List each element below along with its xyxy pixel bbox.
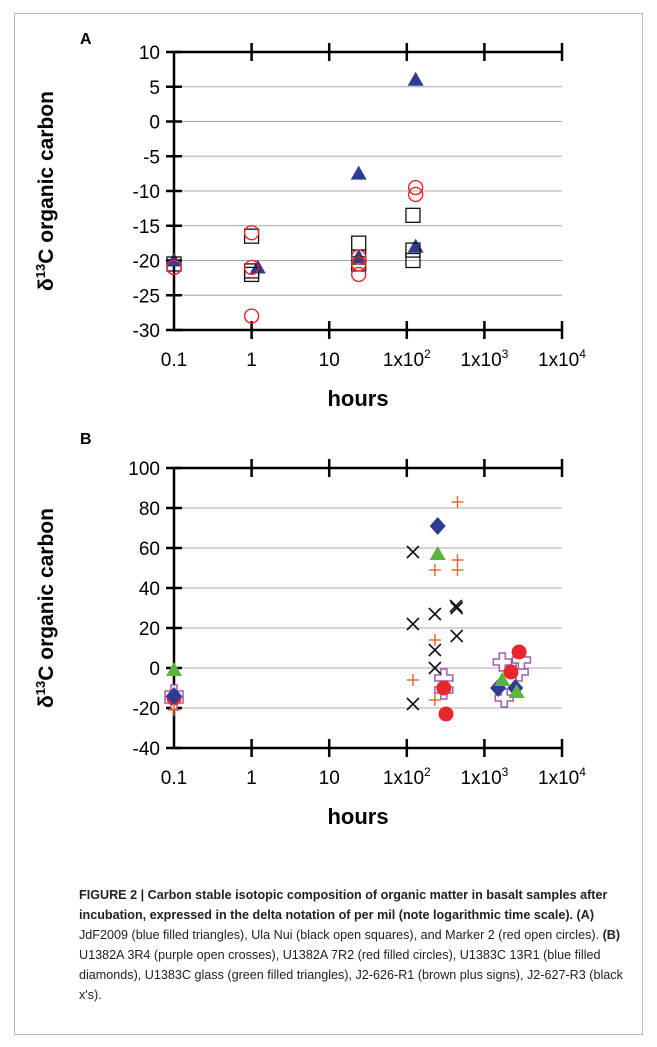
panel-a-blue-filled-triangle-point-3 <box>350 249 367 264</box>
panel-b-red-filled-circle-point-2 <box>438 706 454 722</box>
panel-b-y-tick-label-2: 60 <box>139 539 160 560</box>
chart-panel-b: 100 80 60 40 20 0 -20 -400.1 1 10 1x102 1x103 1x104 h… <box>33 459 586 829</box>
panel-a-blue-filled-triangle-point-4 <box>407 71 424 86</box>
panel-a-black-open-square-point-0 <box>166 256 182 272</box>
figure-frame: A 10 5 0 -5 -10 -15 -20 -25 -30 0.1 1 10 1x102 1x103 1… <box>14 13 643 1035</box>
panel-b-y-tick-label-0: 100 <box>128 459 160 480</box>
panel-a-x-tick-label-4: 1x103 <box>460 347 508 371</box>
panel-b-x-tick-label-3: 1x102 <box>383 765 431 789</box>
panel-b-y-tick-label-5: 0 <box>149 659 160 680</box>
panel-b-black-x-point-0 <box>406 617 420 631</box>
panel-a-red-open-circle-point-8 <box>407 186 424 203</box>
panel-a-y-axis-title: δ13C organic carbon <box>33 91 58 291</box>
panel-a-y-tick-label-1: 5 <box>149 78 160 99</box>
panel-a-black-open-square-point-1 <box>243 228 260 244</box>
panel-a-black-open-square-point-9 <box>405 252 421 269</box>
panel-a-black-open-square-point-3 <box>243 266 260 283</box>
panel-b-y-tick-label-1: 80 <box>139 499 160 520</box>
panel-b-brown-plus-point-0 <box>168 704 180 716</box>
panel-b-y-tick-label-7: -40 <box>133 739 160 760</box>
panel-a-red-open-circle-point-5 <box>351 256 367 272</box>
chart-panel-a: 10 5 0 -5 -10 -15 -20 -25 -300.1 1 10 1x102 1x103 1x1… <box>33 43 586 411</box>
panel-b-black-x-point-3 <box>428 607 442 621</box>
panel-b-label: B <box>80 431 92 448</box>
panel-a-x-axis-title: hours <box>327 386 388 411</box>
panel-a-blue-filled-triangle-point-2 <box>350 165 367 180</box>
panel-b-red-filled-circle-point-3 <box>503 664 519 680</box>
panel-a-black-open-square-point-8 <box>405 242 421 258</box>
panel-b-purple-open-cross-point-5 <box>494 688 514 708</box>
panel-b-x-tick-label-1: 1 <box>246 768 257 789</box>
panel-b-green-filled-triangle-point-3 <box>508 684 525 698</box>
panel-a-red-open-circle-point-0 <box>166 259 182 276</box>
panel-a-red-open-circle-point-4 <box>351 249 367 265</box>
panel-a-blue-filled-triangle-point-1 <box>249 259 266 274</box>
panel-a-y-tick-label-8: -30 <box>133 321 160 342</box>
caption-text-b: U1382A 3R4 (purple open crosses), U1382A… <box>79 948 623 1002</box>
panel-a-blue-filled-triangle-point-5 <box>407 238 424 253</box>
panel-b-green-filled-triangle-point-2 <box>494 672 511 686</box>
panel-b-green-filled-triangle-point-0 <box>166 662 182 676</box>
panel-b-x-tick-label-5: 1x104 <box>538 765 586 789</box>
panel-b-blue-filled-diamond-point-0 <box>166 687 182 705</box>
panel-b-x-tick-label-4: 1x103 <box>460 765 508 789</box>
panel-a-red-open-circle-point-2 <box>243 259 260 276</box>
panel-a-red-open-circle-point-6 <box>351 266 367 283</box>
caption-label-a: (A) <box>576 908 595 922</box>
panel-a-y-tick-label-5: -15 <box>133 217 160 238</box>
panel-a-x-tick-label-3: 1x102 <box>383 347 431 371</box>
panel-b-brown-plus-point-1 <box>406 674 419 686</box>
panel-b-red-filled-circle-point-1 <box>436 680 452 696</box>
panel-a-red-open-circle-point-1 <box>243 224 260 241</box>
caption-label-b: (B) <box>602 928 621 942</box>
panel-b-blue-filled-diamond-point-1 <box>429 517 446 535</box>
figure-caption: FIGURE 2 | Carbon stable isotopic compos… <box>79 885 634 1005</box>
panel-b-x-tick-label-2: 10 <box>319 768 340 789</box>
panel-a-x-tick-label-2: 10 <box>319 350 340 371</box>
panel-b-black-x-point-2 <box>406 697 420 711</box>
panel-a-y-tick-label-7: -25 <box>133 286 160 307</box>
panel-a-blue-filled-triangle-point-0 <box>166 252 182 267</box>
panel-b-y-tick-label-4: 20 <box>139 619 160 640</box>
panel-b-black-x-point-4 <box>428 643 442 657</box>
panel-b-y-tick-label-3: 40 <box>139 579 160 600</box>
panel-a-red-open-circle-point-7 <box>407 179 424 196</box>
panel-b-black-x-point-5 <box>428 661 442 675</box>
panel-a-red-open-circle-point-3 <box>243 308 260 324</box>
panel-a-y-tick-label-2: 0 <box>149 113 160 134</box>
panel-b-y-tick-label-6: -20 <box>133 699 160 720</box>
panel-b-brown-plus-point-7 <box>451 564 464 576</box>
panel-a-y-tick-label-3: -5 <box>143 147 160 168</box>
panel-b-brown-plus-point-4 <box>428 694 441 706</box>
panel-a-x-tick-label-5: 1x104 <box>538 347 586 371</box>
panel-b-brown-plus-point-5 <box>451 496 464 508</box>
panel-a-y-tick-label-0: 10 <box>139 43 160 64</box>
panel-b-x-axis-title: hours <box>327 804 388 829</box>
panel-b-brown-plus-point-3 <box>428 634 441 646</box>
panel-a-label: A <box>80 31 92 48</box>
panel-b-black-x-point-8 <box>450 629 464 643</box>
panel-b-black-x-point-7 <box>450 601 464 615</box>
panel-a-x-tick-label-0: 0.1 <box>161 350 187 371</box>
panel-a-y-tick-label-4: -10 <box>133 182 160 203</box>
panel-b-green-filled-triangle-point-1 <box>429 546 446 560</box>
panel-b-red-filled-circle-point-4 <box>511 644 527 660</box>
panel-b-black-x-point-1 <box>406 545 420 559</box>
panel-a-black-open-square-point-4 <box>351 235 367 251</box>
panel-a-black-open-square-point-7 <box>405 207 421 223</box>
panel-b-y-axis-title: δ13C organic carbon <box>33 508 58 708</box>
panel-a-y-tick-label-6: -20 <box>133 252 160 273</box>
panel-b-brown-plus-point-2 <box>428 564 441 576</box>
caption-text-a: JdF2009 (blue filled triangles), Ula Nui… <box>79 928 603 942</box>
caption-title: FIGURE 2 | Carbon stable isotopic compos… <box>79 888 608 922</box>
panel-a-x-tick-label-1: 1 <box>246 350 257 371</box>
panel-b-black-x-point-6 <box>449 599 463 613</box>
panel-b-x-tick-label-0: 0.1 <box>161 768 187 789</box>
